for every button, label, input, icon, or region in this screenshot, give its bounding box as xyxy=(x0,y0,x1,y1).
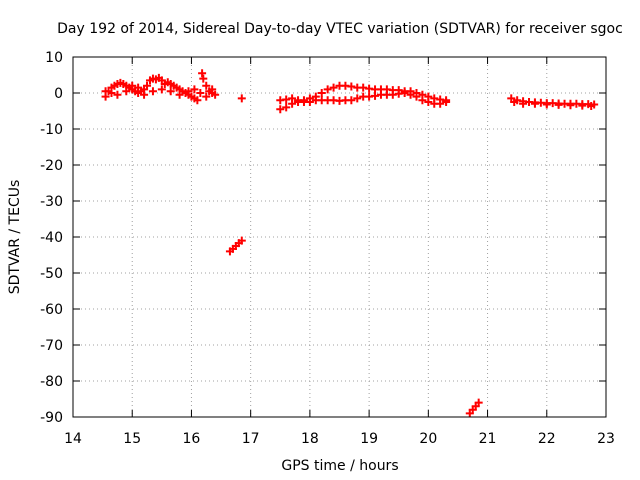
grid xyxy=(73,57,606,417)
x-tick-label: 22 xyxy=(538,431,556,447)
data-point xyxy=(530,99,539,108)
y-tick-label: -60 xyxy=(40,302,63,318)
data-series-2 xyxy=(237,94,246,103)
data-point xyxy=(510,98,519,106)
data-point xyxy=(107,89,116,97)
x-tick-label: 21 xyxy=(479,431,497,447)
data-point xyxy=(101,87,110,96)
data-point xyxy=(148,87,157,96)
data-series-1 xyxy=(101,69,220,105)
y-axis-label: SDTVAR / TECUs xyxy=(7,180,23,295)
data-point xyxy=(199,74,208,83)
x-tick-label: 18 xyxy=(301,431,319,447)
x-tick-label: 14 xyxy=(64,431,82,447)
chart-title: Day 192 of 2014, Sidereal Day-to-day VTE… xyxy=(57,21,623,37)
data-point xyxy=(566,101,575,110)
data-point xyxy=(134,83,143,92)
data-point xyxy=(193,96,202,105)
x-tick-label: 16 xyxy=(183,431,201,447)
y-tick-label: -50 xyxy=(40,266,63,282)
data-point xyxy=(211,90,220,99)
y-tick-label: -80 xyxy=(40,374,63,390)
data-point xyxy=(347,96,356,105)
data-point xyxy=(190,85,199,94)
plot-frame xyxy=(72,56,607,418)
x-tick-label: 19 xyxy=(360,431,378,447)
y-tick-label: -30 xyxy=(40,194,63,210)
data-series-3 xyxy=(225,236,246,256)
data-point xyxy=(288,94,297,103)
data-series-6 xyxy=(507,94,599,110)
y-tick-label: -90 xyxy=(40,410,63,426)
data-point xyxy=(196,89,205,97)
data-point xyxy=(323,85,332,94)
data-points xyxy=(101,69,599,418)
data-point xyxy=(113,90,122,99)
data-point xyxy=(388,90,397,99)
data-point xyxy=(305,98,314,106)
data-point xyxy=(359,83,368,92)
data-point xyxy=(237,236,246,245)
data-point xyxy=(282,103,291,112)
data-point xyxy=(143,81,152,90)
data-point xyxy=(237,94,246,103)
data-point xyxy=(412,92,421,101)
data-point xyxy=(400,89,409,97)
data-point xyxy=(347,82,356,91)
data-series-5 xyxy=(465,398,483,418)
data-point xyxy=(436,99,445,108)
y-tick-label: -20 xyxy=(40,158,63,174)
data-point xyxy=(578,101,587,110)
y-tick-label: -10 xyxy=(40,122,63,138)
data-point xyxy=(474,398,483,407)
x-tick-label: 17 xyxy=(242,431,260,447)
x-tick-label: 15 xyxy=(123,431,141,447)
x-tick-label: 23 xyxy=(597,431,615,447)
data-point xyxy=(202,92,211,101)
axis-ticks: 14 15 16 17 18 19 20 21 22 23 10 0 -10 -20 -30 -40 -50 -6… xyxy=(40,50,615,447)
data-point xyxy=(587,101,596,110)
data-point xyxy=(317,89,326,97)
data-point xyxy=(282,95,291,104)
data-point xyxy=(175,90,184,99)
y-tick-label: -40 xyxy=(40,230,63,246)
data-point xyxy=(418,96,427,105)
data-point xyxy=(371,91,380,100)
data-point xyxy=(122,87,131,96)
data-point xyxy=(208,85,217,94)
data-point xyxy=(442,98,451,106)
data-point xyxy=(184,87,193,96)
data-point xyxy=(276,105,285,114)
data-point xyxy=(198,69,207,78)
data-point xyxy=(406,90,415,99)
data-point xyxy=(329,83,338,92)
data-point xyxy=(166,87,175,96)
data-point xyxy=(140,90,149,99)
data-point xyxy=(424,98,433,106)
y-tick-label: 10 xyxy=(45,50,63,66)
data-point xyxy=(519,99,528,108)
y-tick-label: 0 xyxy=(54,86,63,102)
x-tick-label: 20 xyxy=(419,431,437,447)
data-point xyxy=(294,96,303,105)
y-tick-label: -70 xyxy=(40,338,63,354)
data-point xyxy=(353,94,362,103)
data-point xyxy=(554,100,563,109)
data-point xyxy=(542,100,551,109)
data-series-4 xyxy=(276,81,451,114)
data-point xyxy=(202,81,211,90)
data-point xyxy=(128,81,137,90)
data-point xyxy=(157,85,166,94)
x-axis-label: GPS time / hours xyxy=(281,458,398,474)
